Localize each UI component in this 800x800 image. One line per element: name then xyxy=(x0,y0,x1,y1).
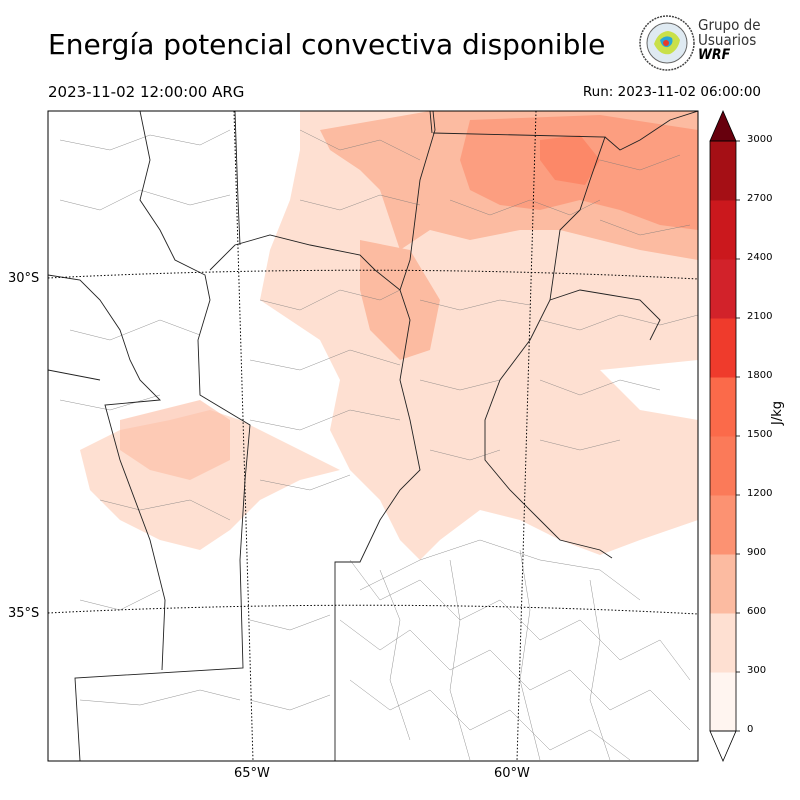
colorbar-segment xyxy=(710,554,736,614)
colorbar-tick-label: 600 xyxy=(747,606,767,617)
valid-time: 2023-11-02 12:00:00 ARG xyxy=(48,83,245,101)
map-frame xyxy=(47,110,699,762)
globe-emblem-icon xyxy=(639,15,695,71)
province-borders xyxy=(48,111,698,761)
colorbar-segment xyxy=(710,377,736,437)
logo-line-2: Usuarios xyxy=(698,31,757,49)
county-lines xyxy=(59,129,698,761)
colorbar-tick-label: 2700 xyxy=(747,193,773,204)
colorbar-tick-label: 900 xyxy=(747,547,767,558)
colorbar-tick-label: 0 xyxy=(747,724,754,735)
colorbar-segment xyxy=(710,495,736,555)
logo-line-3: WRF xyxy=(698,47,731,63)
colorbar-segment xyxy=(710,613,736,673)
logo-line-1: Grupo de xyxy=(698,16,761,34)
lat-label-30s: 30°S xyxy=(8,271,40,286)
colorbar-under-arrow xyxy=(709,730,737,763)
colorbar-segment xyxy=(710,672,736,732)
colorbar-segment xyxy=(710,259,736,319)
colorbar-label: J/kg xyxy=(770,401,785,425)
colorbar-segment xyxy=(710,318,736,378)
run-time: Run: 2023-11-02 06:00:00 xyxy=(582,84,761,100)
colorbar-tick-label: 2400 xyxy=(747,252,773,263)
colorbar-tick-label: 3000 xyxy=(747,134,773,145)
colorbar-tick-label: 1200 xyxy=(747,488,773,499)
colorbar-segment xyxy=(710,141,736,201)
colorbar-segment xyxy=(710,200,736,260)
colorbar xyxy=(709,109,740,763)
lat-label-35s: 35°S xyxy=(8,606,40,621)
colorbar-tick-label: 1800 xyxy=(747,370,773,381)
lon-label-65w: 65°W xyxy=(234,766,270,781)
graticule xyxy=(48,111,698,761)
colorbar-segment xyxy=(710,436,736,496)
colorbar-tick-label: 1500 xyxy=(747,429,773,440)
colorbar-tick-label: 300 xyxy=(747,665,767,676)
lon-label-60w: 60°W xyxy=(494,766,530,781)
colorbar-tick-label: 2100 xyxy=(747,311,773,322)
wrf-logo: Grupo de Usuarios WRF xyxy=(638,14,768,74)
page-title: Energía potencial convectiva disponible xyxy=(48,28,606,61)
colorbar-over-arrow xyxy=(709,109,737,142)
